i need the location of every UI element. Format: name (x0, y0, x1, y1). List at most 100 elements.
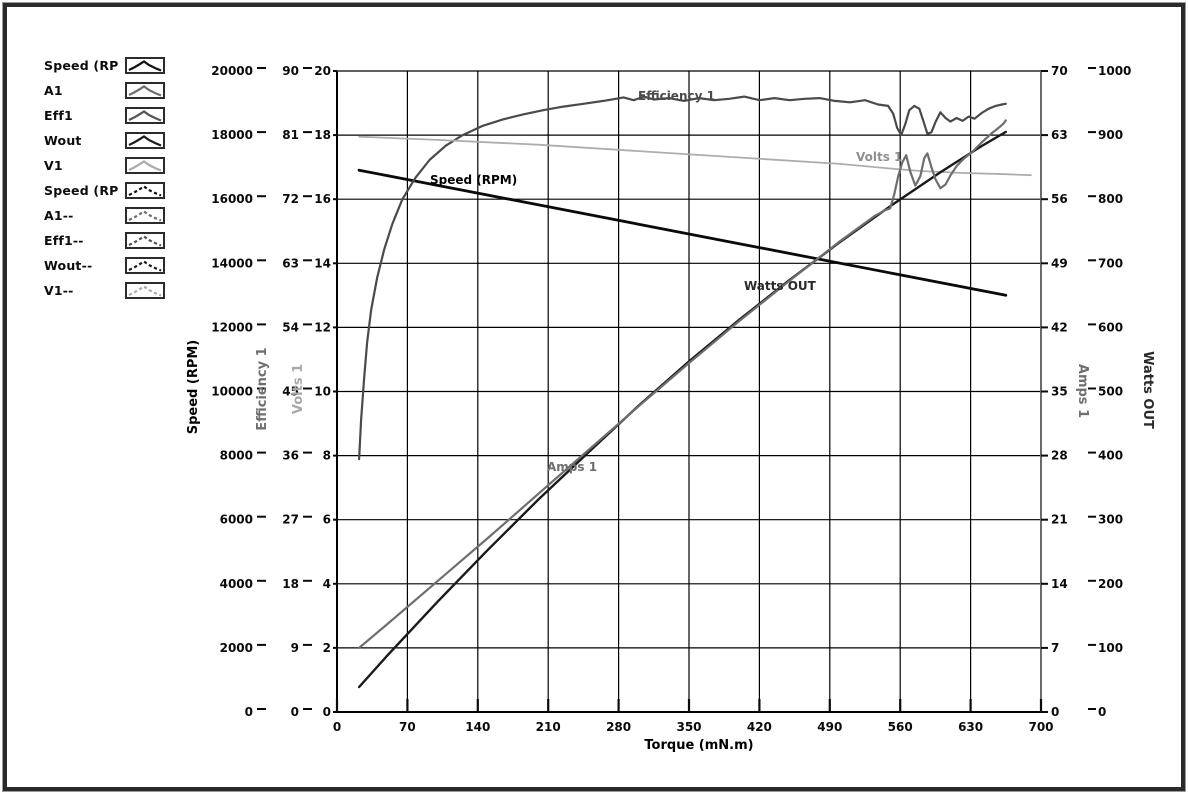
tick-label-speed: 16000 (211, 192, 253, 206)
tick-label-efficiency: 54 (282, 320, 299, 334)
curve-label: Amps 1 (547, 460, 597, 474)
tick-label-amps: 7 (1051, 641, 1059, 655)
tick-label-watts: 100 (1098, 641, 1123, 655)
curve-volts (358, 135, 1032, 177)
tick-label-efficiency: 90 (282, 64, 299, 78)
tick-label-amps: 49 (1051, 256, 1068, 270)
curve-amps (358, 119, 1007, 650)
tick-label-x: 0 (333, 720, 341, 734)
legend-item-label: Eff1 (44, 108, 73, 123)
tick-label-watts: 600 (1098, 320, 1123, 334)
y-axis-title-amps: Amps 1 (1075, 364, 1090, 418)
tick-labels: 0200040006000800010000120001400016000180… (211, 64, 1131, 734)
legend-line-sample-icon (128, 109, 162, 122)
tick-label-x: 560 (888, 720, 913, 734)
tick-label-volts: 0 (323, 705, 331, 719)
legend-item-label: A1 (44, 83, 63, 98)
chart-legend: Speed (RP A1 Eff1 Wout V1 Speed (RP A1-- Eff1--… (44, 53, 174, 303)
tick-label-watts: 400 (1098, 449, 1123, 463)
legend-item-label: Speed (RP (44, 58, 118, 73)
legend-swatch (125, 82, 165, 99)
tick-label-efficiency: 9 (291, 641, 299, 655)
legend-line-sample-icon (128, 284, 162, 297)
tick-label-amps: 56 (1051, 192, 1068, 206)
tick-label-amps: 14 (1051, 577, 1068, 591)
tick-label-speed: 18000 (211, 128, 253, 142)
tick-label-efficiency: 18 (282, 577, 299, 591)
x-axis-title: Torque (mN.m) (644, 738, 753, 753)
tick-label-x: 70 (399, 720, 416, 734)
tick-label-speed: 2000 (220, 641, 253, 655)
tick-label-x: 280 (606, 720, 631, 734)
legend-swatch (125, 232, 165, 249)
tick-label-watts: 800 (1098, 192, 1123, 206)
legend-item[interactable]: A1 (44, 78, 174, 103)
curve-speed (357, 168, 1008, 297)
tick-label-x: 420 (747, 720, 772, 734)
tick-label-watts: 500 (1098, 385, 1123, 399)
y-axis-title-efficiency: Efficiency 1 (255, 347, 270, 430)
legend-line-sample-icon (128, 209, 162, 222)
tick-label-efficiency: 45 (282, 385, 299, 399)
tick-label-volts: 8 (323, 449, 331, 463)
legend-line-sample-icon (128, 184, 162, 197)
legend-item-label: V1 (44, 158, 63, 173)
tick-label-x: 210 (536, 720, 561, 734)
tick-label-speed: 10000 (211, 385, 253, 399)
legend-item[interactable]: Speed (RP (44, 53, 174, 78)
curve-label: Watts OUT (744, 279, 817, 293)
legend-item[interactable]: V1 (44, 153, 174, 178)
tick-label-amps: 35 (1051, 385, 1068, 399)
tick-label-watts: 900 (1098, 128, 1123, 142)
y-axis-title-speed: Speed (RPM) (186, 340, 201, 435)
legend-line-sample-icon (128, 59, 162, 72)
tick-label-watts: 200 (1098, 577, 1123, 591)
tick-label-amps: 28 (1051, 449, 1068, 463)
legend-item[interactable]: A1-- (44, 203, 174, 228)
legend-swatch (125, 257, 165, 274)
legend-item-label: V1-- (44, 283, 74, 298)
tick-label-watts: 0 (1098, 705, 1106, 719)
legend-item-label: Speed (RP (44, 183, 118, 198)
tick-label-volts: 10 (314, 385, 331, 399)
legend-item-label: Wout-- (44, 258, 93, 273)
curve-label: Speed (RPM) (430, 173, 517, 187)
legend-swatch (125, 132, 165, 149)
tick-label-efficiency: 63 (282, 256, 299, 270)
legend-swatch (125, 207, 165, 224)
tick-label-x: 630 (958, 720, 983, 734)
tick-label-x: 700 (1028, 720, 1053, 734)
legend-swatch (125, 282, 165, 299)
legend-swatch (125, 107, 165, 124)
tick-label-amps: 21 (1051, 513, 1068, 527)
tick-label-efficiency: 36 (282, 449, 299, 463)
curve-label: Efficiency 1 (638, 89, 715, 103)
tick-label-efficiency: 0 (291, 705, 299, 719)
tick-label-watts: 300 (1098, 513, 1123, 527)
tick-label-efficiency: 72 (282, 192, 299, 206)
legend-line-sample-icon (128, 234, 162, 247)
tick-label-speed: 8000 (220, 449, 253, 463)
legend-line-sample-icon (128, 159, 162, 172)
tick-label-speed: 4000 (220, 577, 253, 591)
tick-label-x: 490 (817, 720, 842, 734)
legend-item[interactable]: Eff1-- (44, 228, 174, 253)
tick-label-speed: 0 (245, 705, 253, 719)
legend-line-sample-icon (128, 259, 162, 272)
tick-label-watts: 700 (1098, 256, 1123, 270)
legend-swatch (125, 57, 165, 74)
tick-label-volts: 4 (323, 577, 331, 591)
legend-item[interactable]: Wout (44, 128, 174, 153)
legend-item[interactable]: Speed (RP (44, 178, 174, 203)
legend-item[interactable]: Eff1 (44, 103, 174, 128)
y-axis-title-watts: Watts OUT (1140, 351, 1155, 429)
legend-item[interactable]: V1-- (44, 278, 174, 303)
window-frame (3, 3, 1185, 791)
tick-label-amps: 42 (1051, 320, 1068, 334)
curve-label: Volts 1 (856, 150, 902, 164)
tick-label-volts: 6 (323, 513, 331, 527)
tick-label-speed: 14000 (211, 256, 253, 270)
legend-item[interactable]: Wout-- (44, 253, 174, 278)
tick-label-volts: 16 (314, 192, 331, 206)
